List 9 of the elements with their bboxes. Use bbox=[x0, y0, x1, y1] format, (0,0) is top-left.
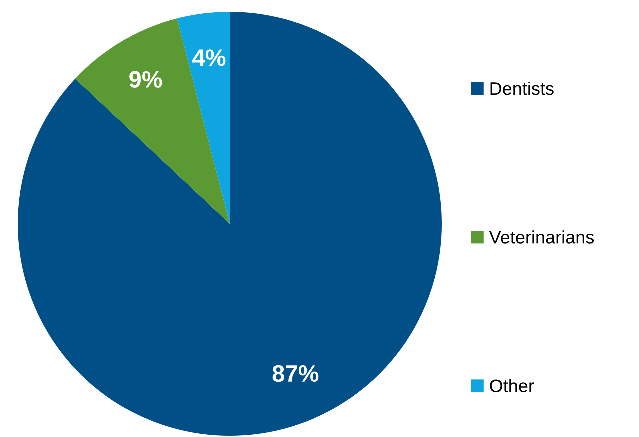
pie-slice bbox=[75, 18, 230, 224]
pie-slice bbox=[18, 12, 442, 436]
legend-label: Dentists bbox=[490, 82, 554, 96]
data-label: 87% bbox=[272, 365, 319, 382]
legend-label: Other bbox=[490, 379, 534, 392]
data-label: 4% bbox=[192, 50, 226, 66]
legend-label: Veterinarians bbox=[489, 230, 594, 244]
data-label: 9% bbox=[130, 71, 162, 88]
pie-slice bbox=[177, 12, 230, 224]
